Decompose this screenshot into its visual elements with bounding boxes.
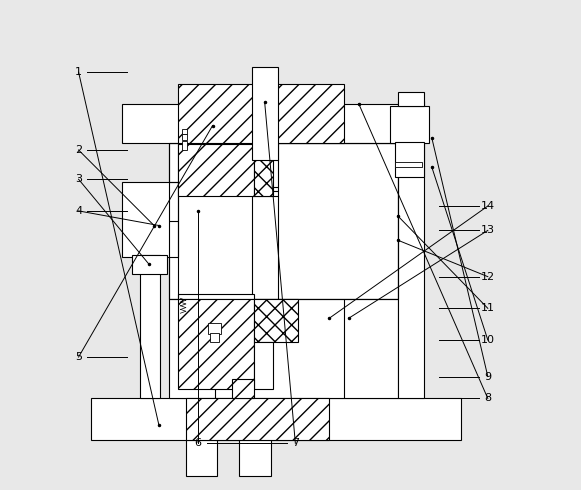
Text: 12: 12 [480,271,495,282]
Bar [390,106,429,143]
Bar [168,298,397,398]
Text: 7: 7 [292,438,299,448]
Bar [178,144,254,196]
Bar [91,398,461,440]
Bar [186,397,329,440]
Bar [123,104,400,143]
Bar [168,143,397,298]
Bar [268,84,344,143]
Text: 11: 11 [481,303,495,313]
Bar [210,333,220,343]
Bar [132,255,167,274]
Bar [397,92,425,106]
Text: 8: 8 [484,393,492,403]
Bar [141,255,160,398]
Bar [182,141,187,150]
Text: 5: 5 [75,352,82,362]
Text: 14: 14 [480,201,495,211]
Bar [395,162,422,167]
Text: 13: 13 [481,225,495,235]
Bar [232,379,254,398]
Bar [395,142,425,177]
Bar [178,298,254,389]
Bar [239,440,271,476]
Text: 2: 2 [75,145,82,155]
Text: 1: 1 [75,67,82,77]
Text: 3: 3 [75,174,82,184]
Bar [254,343,274,389]
Text: 9: 9 [484,371,492,382]
Bar [178,84,254,143]
Bar [254,144,274,196]
Bar [182,128,187,134]
Bar [186,440,217,476]
Bar [178,294,254,298]
Text: 4: 4 [75,206,82,216]
Bar [182,134,187,140]
Bar [254,298,298,343]
Bar [252,67,278,160]
Bar [207,323,221,334]
Text: 10: 10 [481,335,495,345]
Bar [123,182,178,257]
Text: 6: 6 [195,438,202,448]
Bar [397,101,425,398]
